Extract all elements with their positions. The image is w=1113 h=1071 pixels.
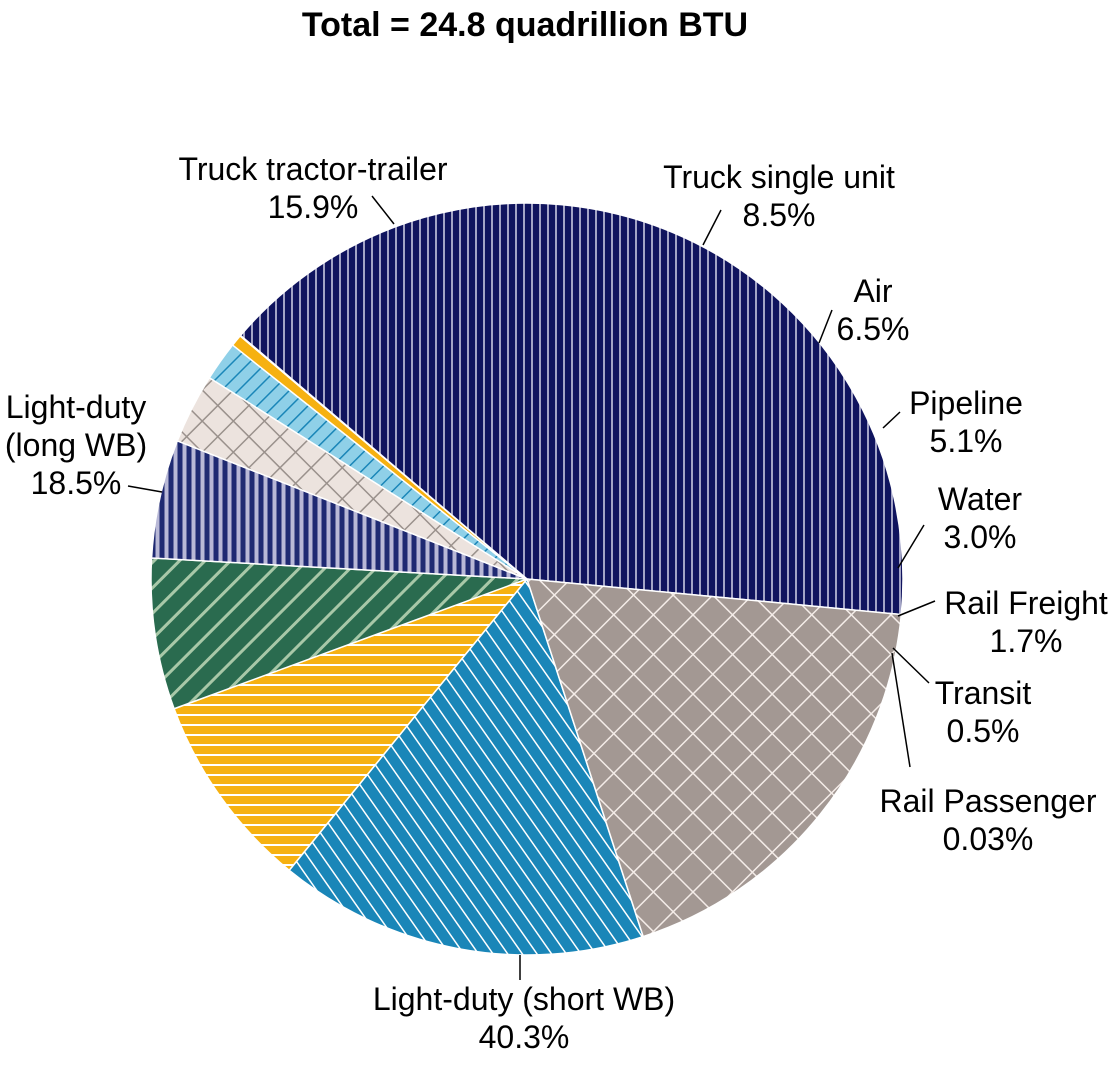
label-value: 8.5% xyxy=(743,197,816,233)
label-value: 1.7% xyxy=(990,623,1063,659)
label-name: Transit xyxy=(935,675,1032,711)
leader-line-light-duty-long-wb xyxy=(127,485,163,493)
leader-line-air xyxy=(818,309,833,344)
label-name: Pipeline xyxy=(909,385,1023,421)
label-value: 0.5% xyxy=(947,713,1020,749)
label-rail-passenger: Rail Passenger 0.03% xyxy=(880,783,1097,857)
label-name: Truck tractor-trailer xyxy=(178,151,447,187)
leader-line-rail-freight xyxy=(897,600,936,617)
label-transit: Transit 0.5% xyxy=(935,675,1032,749)
slice-truck-single-unit xyxy=(173,577,530,872)
leader-line-rail-passenger xyxy=(891,652,911,768)
label-value: 15.9% xyxy=(268,189,359,225)
label-light-duty-short-wb: Light-duty (short WB) 40.3% xyxy=(373,981,675,1055)
label-value: 3.0% xyxy=(944,519,1017,555)
pie-slices xyxy=(150,202,904,956)
label-air: Air 6.5% xyxy=(837,273,910,347)
label-value: 5.1% xyxy=(930,423,1003,459)
label-name: Rail Passenger xyxy=(880,783,1097,819)
label-pipeline: Pipeline 5.1% xyxy=(909,385,1023,459)
slice-air xyxy=(150,557,528,710)
label-value: 40.3% xyxy=(479,1019,570,1055)
label-leader-lines xyxy=(127,195,936,980)
leader-line-transit xyxy=(892,647,930,684)
label-name: Light-duty (short WB) xyxy=(373,981,675,1017)
label-rail-freight: Rail Freight 1.7% xyxy=(944,585,1108,659)
label-name: Truck single unit xyxy=(663,159,895,195)
label-truck-tractor-trailer: Truck tractor-trailer 15.9% xyxy=(178,151,447,225)
label-water: Water 3.0% xyxy=(938,481,1023,555)
label-name: Air xyxy=(853,273,892,309)
label-light-duty-long-wb: Light-duty (long WB) 18.5% xyxy=(5,389,147,501)
leader-line-truck-single-unit xyxy=(702,209,722,246)
slice-light-duty-short-wb xyxy=(239,202,904,616)
label-value: 18.5% xyxy=(31,465,122,501)
label-truck-single-unit: Truck single unit 8.5% xyxy=(663,159,895,233)
label-name: Light-duty xyxy=(6,389,147,425)
leader-line-pipeline xyxy=(882,411,901,429)
label-value: 0.03% xyxy=(943,821,1034,857)
slice-truck-tractor-trailer xyxy=(288,577,645,956)
slice-light-duty-long-wb xyxy=(525,578,903,938)
label-name: (long WB) xyxy=(5,427,147,463)
chart-title: Total = 24.8 quadrillion BTU xyxy=(302,6,748,44)
leader-line-water xyxy=(897,524,925,569)
label-name: Rail Freight xyxy=(944,585,1108,621)
label-name: Water xyxy=(938,481,1023,517)
slice-labels: Truck tractor-trailer 15.9% Truck single u… xyxy=(5,151,1108,1055)
label-value: 6.5% xyxy=(837,311,910,347)
leader-line-truck-tractor-trailer xyxy=(371,195,395,225)
